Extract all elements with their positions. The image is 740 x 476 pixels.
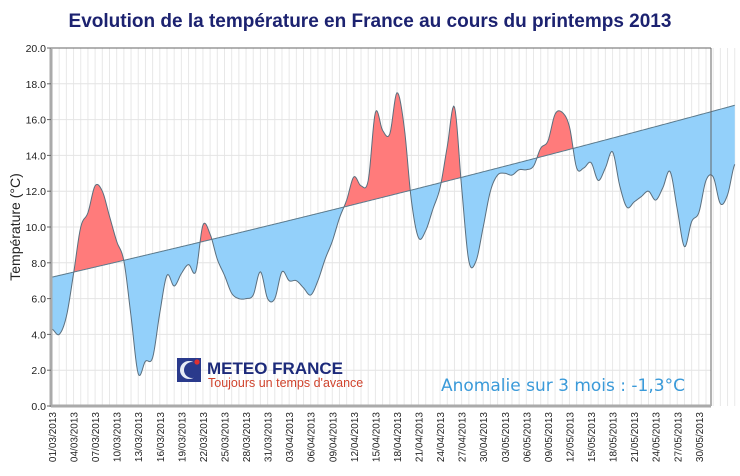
x-tick-label: 18/05/2013 (609, 412, 620, 462)
x-tick-label: 24/04/2013 (436, 412, 447, 462)
cold-anomaly-area (460, 157, 537, 268)
warm-anomaly-area (343, 92, 411, 207)
x-tick-label: 31/03/2013 (264, 412, 275, 462)
y-tick-label: 6.0 (31, 294, 46, 306)
y-tick-label: 10.0 (26, 222, 47, 234)
x-tick-label: 04/03/2013 (70, 412, 81, 462)
y-axis-label: Température (°C) (7, 173, 23, 281)
cold-anomaly-area (123, 242, 201, 376)
logo-globe-shadow (184, 362, 200, 378)
x-tick-label: 18/04/2013 (393, 412, 404, 462)
meteo-france-logo: METEO FRANCE Toujours un temps d'avance (177, 358, 363, 390)
normal-line (51, 104, 735, 278)
x-tick-label: 21/05/2013 (630, 412, 641, 462)
y-tick-label: 0.0 (31, 401, 46, 413)
logo-tagline: Toujours un temps d'avance (208, 376, 363, 390)
x-tick-label: 09/05/2013 (544, 412, 555, 462)
x-tick-label: 21/04/2013 (415, 412, 426, 462)
x-tick-label: 12/05/2013 (565, 412, 576, 462)
x-tick-label: 15/05/2013 (587, 412, 598, 462)
cold-anomaly-area (211, 206, 344, 302)
x-tick-label: 16/03/2013 (156, 412, 167, 462)
x-tick-labels: 01/03/2013 04/03/2013 07/03/2013 10/03/2013… (48, 412, 706, 462)
x-tick-label: 25/03/2013 (220, 412, 231, 462)
cold-anomaly-area (410, 182, 442, 240)
warm-anomaly-area (200, 223, 212, 243)
x-tick-label: 06/04/2013 (307, 412, 318, 462)
x-tick-label: 15/04/2013 (371, 412, 382, 462)
y-tick-label: 4.0 (31, 329, 46, 341)
y-tick-label: 12.0 (26, 186, 47, 198)
y-tick-label: 16.0 (26, 115, 47, 127)
x-tick-label: 30/04/2013 (479, 412, 490, 462)
y-tick-label: 14.0 (26, 150, 47, 162)
chart-title: Evolution de la température en France au… (69, 11, 672, 32)
x-tick-label: 22/03/2013 (199, 412, 210, 462)
y-tick-labels: 0.0 2.0 4.0 6.0 8.0 10.0 12.0 14.0 16.0 18.0 20.0 (26, 43, 51, 413)
x-tick-label: 07/03/2013 (91, 412, 102, 462)
grid (51, 47, 736, 407)
y-tick-label: 2.0 (31, 365, 46, 377)
x-tick-label: 13/03/2013 (134, 412, 145, 462)
x-tick-label: 03/05/2013 (501, 412, 512, 462)
warm-anomaly-area (73, 184, 124, 273)
x-tick-label: 24/05/2013 (652, 412, 663, 462)
warm-anomaly-area (441, 106, 461, 183)
logo-name: METEO FRANCE (207, 359, 343, 378)
anomaly-areas (52, 92, 735, 376)
x-tick-label: 09/04/2013 (328, 412, 339, 462)
x-tick-label: 19/03/2013 (177, 412, 188, 462)
series-lines (51, 92, 736, 377)
logo-red-dot-icon (194, 359, 200, 365)
x-tick-label: 27/05/2013 (673, 412, 684, 462)
cold-anomaly-area (573, 105, 735, 247)
warm-anomaly-area (536, 110, 574, 158)
x-tick-label: 27/04/2013 (458, 412, 469, 462)
y-tick-label: 20.0 (26, 43, 47, 55)
y-tick-label: 8.0 (31, 258, 46, 270)
x-tick-label: 03/04/2013 (285, 412, 296, 462)
observed-temperature-line (51, 92, 736, 377)
x-tick-label: 28/03/2013 (242, 412, 253, 462)
x-tick-label: 01/03/2013 (48, 412, 59, 462)
anomaly-annotation: Anomalie sur 3 mois : -1,3°C (441, 376, 685, 396)
x-tick-label: 06/05/2013 (522, 412, 533, 462)
cold-anomaly-area (52, 272, 74, 335)
x-tick-label: 30/05/2013 (695, 412, 706, 462)
x-tick-label: 12/04/2013 (350, 412, 361, 462)
x-tick-label: 10/03/2013 (113, 412, 124, 462)
y-tick-label: 18.0 (26, 79, 47, 91)
